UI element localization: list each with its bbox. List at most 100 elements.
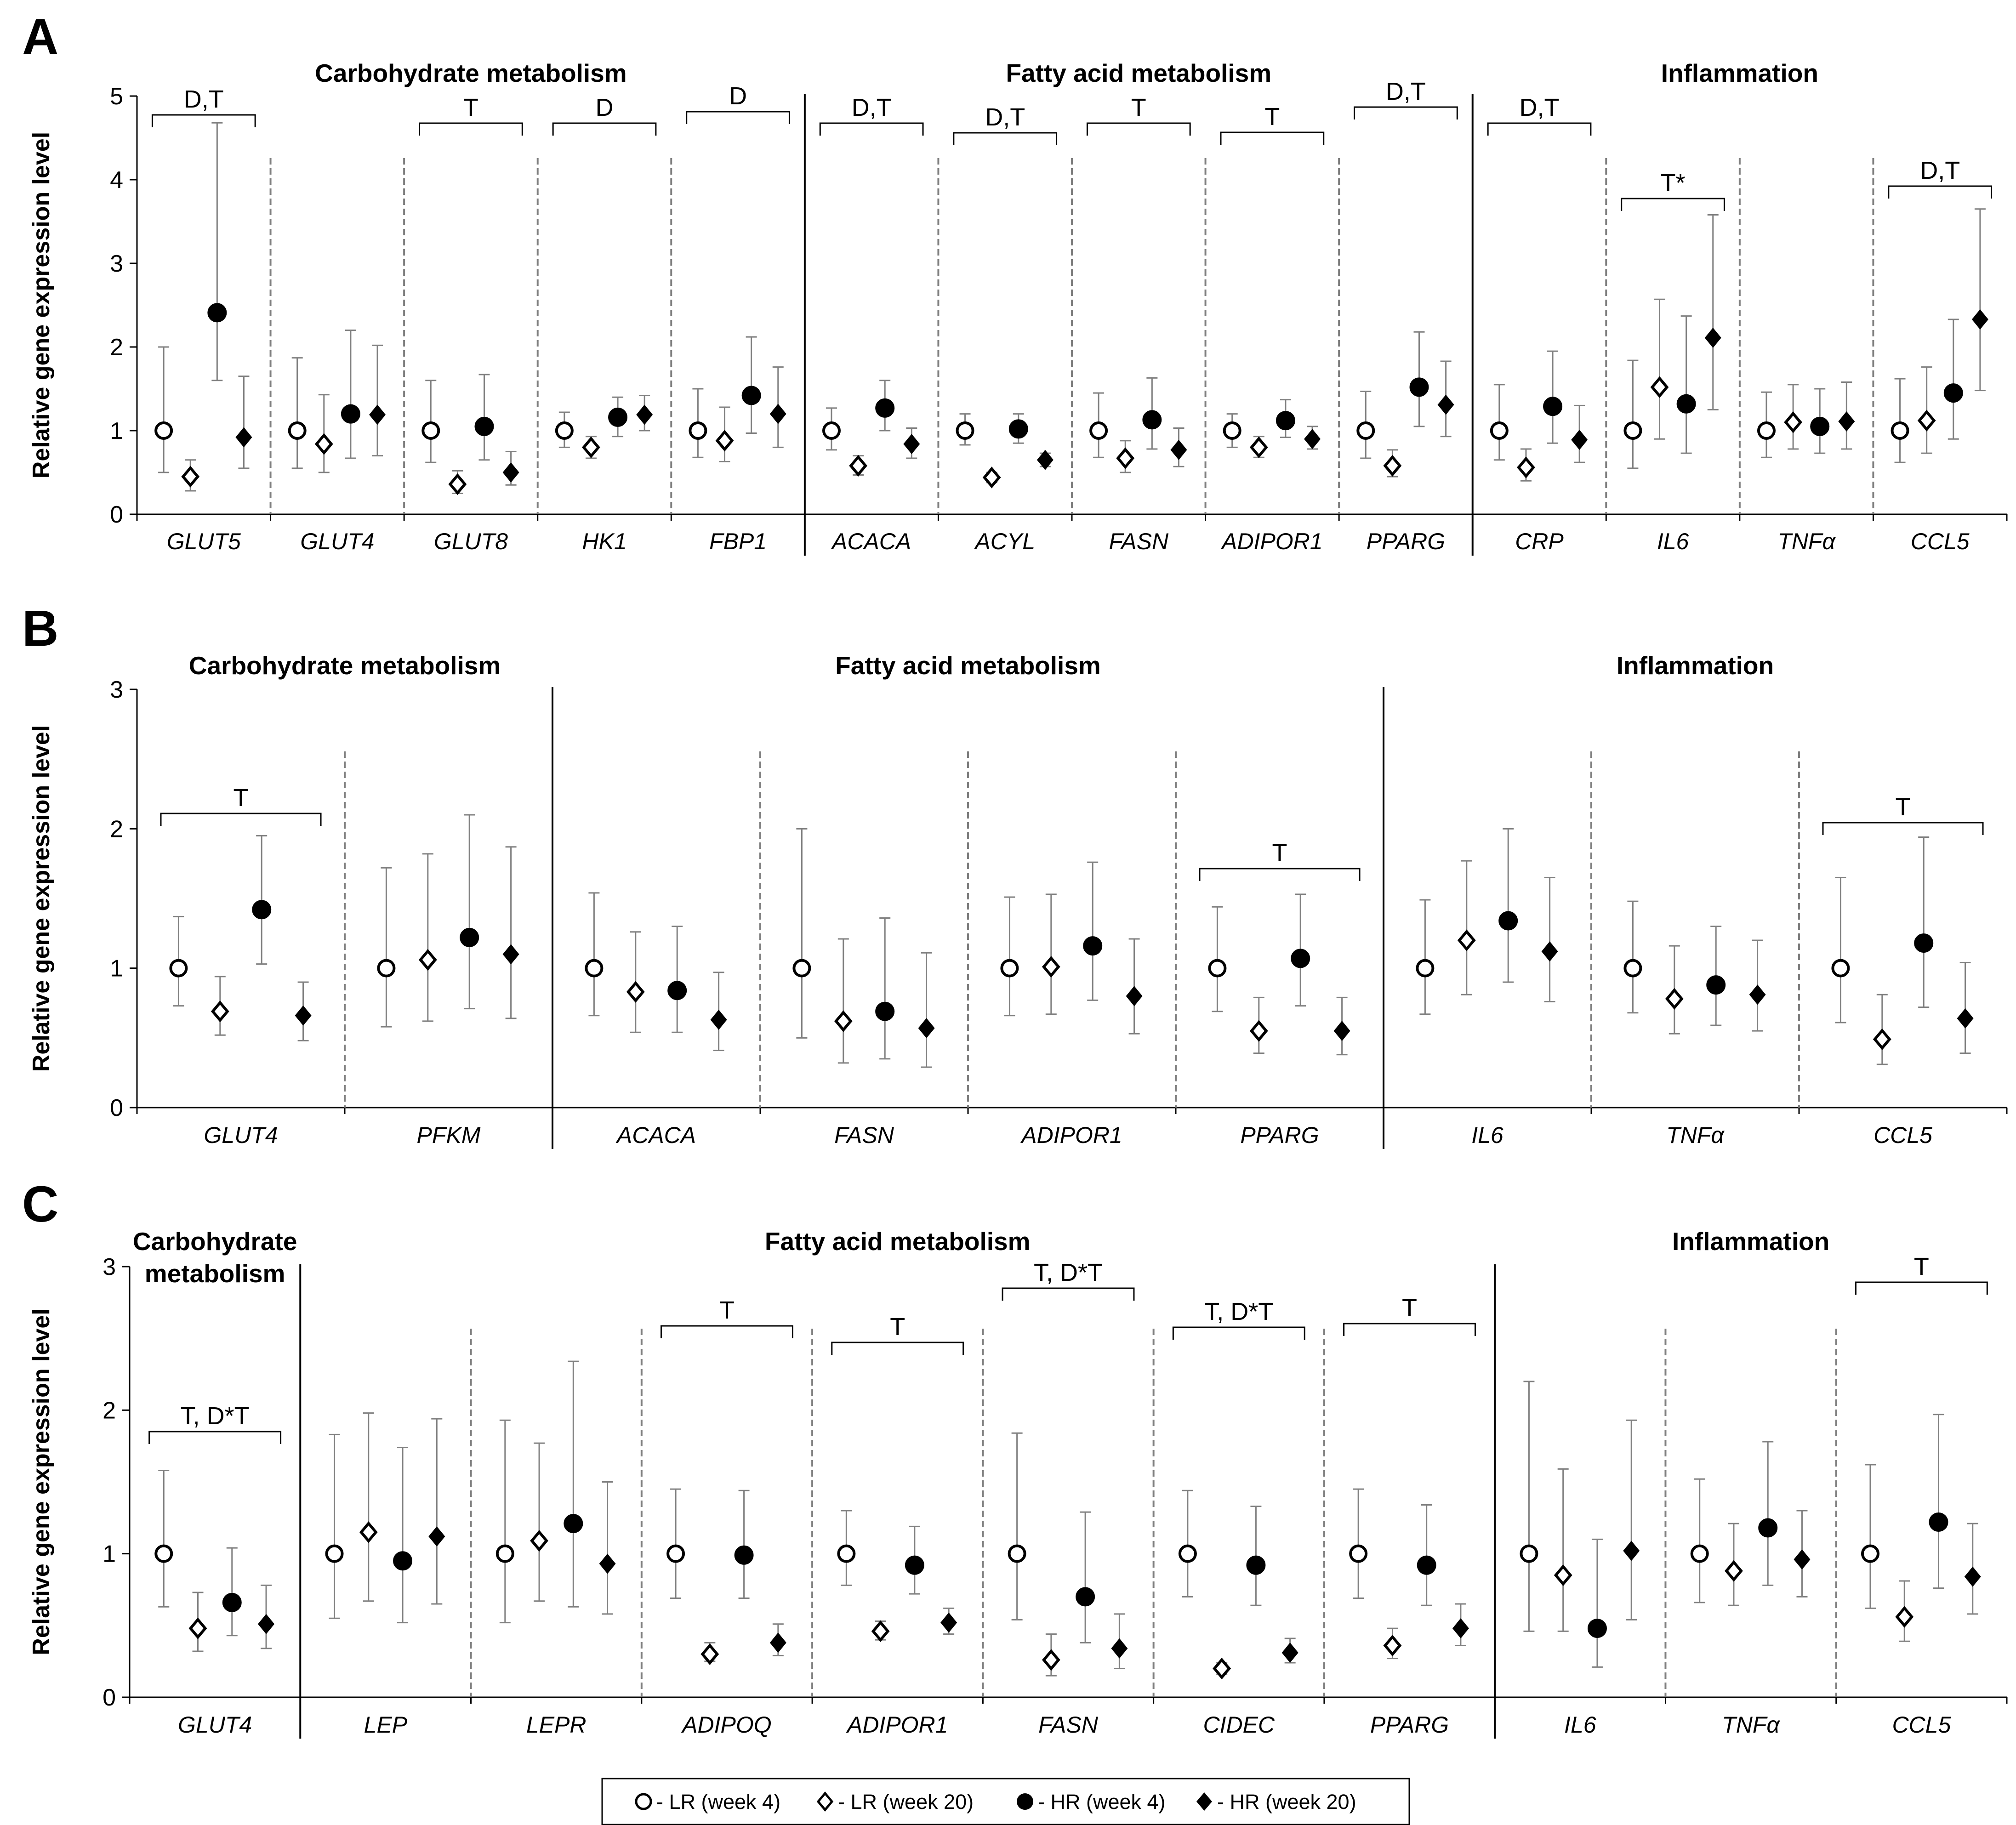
gene-group-ADIPOR1: ADIPOR1 bbox=[1000, 861, 1143, 1148]
significance-label: T bbox=[890, 1313, 905, 1341]
y-axis-label: Relative gene expression level bbox=[28, 725, 55, 1072]
significance-label: T bbox=[719, 1296, 735, 1324]
data-point bbox=[1452, 1618, 1469, 1639]
data-point bbox=[875, 398, 895, 418]
data-point bbox=[1571, 430, 1588, 450]
y-tick-label: 3 bbox=[103, 1254, 116, 1280]
significance-label: T bbox=[1402, 1294, 1417, 1322]
data-point bbox=[1276, 411, 1295, 431]
data-point bbox=[1749, 984, 1766, 1005]
panel-B: B Relative gene expression level 0 1 2 3 Carbo… bbox=[22, 600, 2008, 1149]
gene-label: HK1 bbox=[582, 529, 626, 554]
significance-label: T, D*T bbox=[181, 1402, 250, 1430]
data-point bbox=[1964, 1566, 1981, 1587]
data-point bbox=[1725, 1560, 1743, 1582]
data-point bbox=[1409, 377, 1429, 397]
gene-label: IL6 bbox=[1471, 1122, 1503, 1148]
significance-label: T, D*T bbox=[1034, 1259, 1103, 1286]
data-point bbox=[1623, 1541, 1640, 1561]
gene-group-FASN: FASN T bbox=[1086, 94, 1191, 554]
data-point bbox=[1223, 421, 1241, 440]
legend-marker bbox=[635, 1793, 652, 1810]
data-point bbox=[1706, 975, 1726, 995]
data-point bbox=[369, 404, 386, 425]
data-point bbox=[325, 1544, 344, 1563]
legend: - LR (week 4) - LR (week 20) - HR (week 4)… bbox=[601, 1778, 1410, 1825]
data-point bbox=[1676, 394, 1696, 414]
data-point bbox=[1076, 1587, 1095, 1607]
legend-marker bbox=[1017, 1793, 1033, 1810]
gene-group-FASN: FASN bbox=[792, 828, 935, 1148]
panel-letter: A bbox=[22, 9, 58, 65]
gene-group-PPARG: PPARG T bbox=[1343, 1294, 1476, 1738]
section-title: Fatty acid metabolism bbox=[835, 651, 1101, 680]
data-point bbox=[1623, 421, 1642, 440]
significance-bracket bbox=[148, 1431, 282, 1444]
section-title: Fatty acid metabolism bbox=[765, 1227, 1031, 1256]
data-point bbox=[792, 959, 811, 978]
gene-label: GLUT4 bbox=[178, 1712, 252, 1738]
data-point bbox=[1437, 394, 1454, 415]
gene-group-GLUT4: GLUT4 T, D*T bbox=[148, 1402, 282, 1738]
gene-group-ACACA: ACACA bbox=[585, 892, 727, 1148]
significance-bracket bbox=[1220, 131, 1325, 145]
gene-group-TNFα: TNFα bbox=[1690, 1441, 1811, 1738]
gene-label: IL6 bbox=[1657, 529, 1689, 554]
y-axis-label: Relative gene expression level bbox=[28, 1308, 55, 1655]
significance-label: D bbox=[596, 94, 614, 121]
panel-letter: B bbox=[22, 600, 58, 657]
data-point bbox=[288, 421, 307, 440]
y-tick-label: 4 bbox=[110, 167, 123, 193]
gene-group-IL6: IL6 bbox=[1416, 828, 1558, 1148]
data-point bbox=[715, 430, 734, 452]
gene-label: GLUT4 bbox=[300, 529, 374, 554]
data-point bbox=[555, 421, 574, 440]
gene-label: PPARG bbox=[1240, 1122, 1319, 1148]
data-point bbox=[1333, 1021, 1350, 1041]
data-point bbox=[905, 1555, 924, 1575]
gene-label: ADIPOR1 bbox=[846, 1712, 948, 1738]
gene-label: FASN bbox=[1038, 1712, 1099, 1738]
data-point bbox=[871, 1620, 890, 1642]
data-point bbox=[700, 1643, 719, 1665]
data-point bbox=[1249, 1020, 1268, 1042]
significance-bracket bbox=[1487, 122, 1592, 136]
significance-bracket bbox=[661, 1325, 793, 1338]
y-tick-label: 5 bbox=[110, 83, 123, 110]
section-title: Carbohydrate bbox=[133, 1227, 297, 1256]
significance-bracket bbox=[1822, 822, 1984, 835]
data-point bbox=[169, 959, 188, 978]
data-point bbox=[1914, 933, 1934, 953]
data-point bbox=[1457, 929, 1476, 951]
y-axis-label: Relative gene expression level bbox=[28, 132, 55, 478]
gene-group-ADIPOR1: ADIPOR1 T bbox=[831, 1313, 964, 1738]
data-point bbox=[1126, 986, 1143, 1006]
data-point bbox=[666, 1544, 685, 1563]
data-point bbox=[359, 1521, 378, 1543]
data-point bbox=[502, 944, 519, 965]
data-point bbox=[1416, 959, 1435, 978]
data-point bbox=[1170, 439, 1187, 460]
data-point bbox=[428, 1526, 445, 1547]
data-point bbox=[1304, 429, 1321, 449]
significance-label: T bbox=[233, 784, 249, 812]
data-point bbox=[377, 959, 396, 978]
data-point bbox=[1520, 1544, 1538, 1563]
gene-label: PPARG bbox=[1370, 1712, 1449, 1738]
legend-label: - LR (week 20) bbox=[838, 1790, 974, 1814]
gene-label: GLUT8 bbox=[434, 529, 508, 554]
significance-bracket bbox=[1888, 185, 1993, 199]
data-point bbox=[530, 1529, 548, 1552]
data-point bbox=[502, 462, 519, 483]
gene-group-FBP1: FBP1 D bbox=[686, 82, 790, 554]
y-tick-label: 2 bbox=[110, 816, 123, 842]
significance-bracket bbox=[160, 813, 322, 826]
gene-label: PFKM bbox=[417, 1122, 481, 1148]
significance-bracket bbox=[1002, 1287, 1135, 1301]
gene-group-GLUT4: GLUT4 T bbox=[160, 784, 322, 1148]
gene-label: LEPR bbox=[526, 1712, 587, 1738]
data-point bbox=[1541, 941, 1558, 962]
gene-group-CRP: CRP D,T bbox=[1487, 94, 1592, 554]
section-title: Inflammation bbox=[1672, 1227, 1829, 1256]
gene-label: ADIPOQ bbox=[681, 1712, 771, 1738]
